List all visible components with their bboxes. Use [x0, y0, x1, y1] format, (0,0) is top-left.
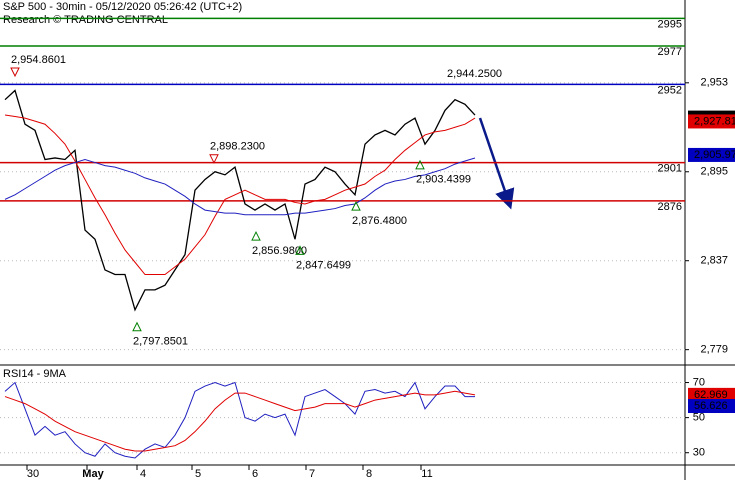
- forecast-arrow: [478, 117, 515, 210]
- y-tick-label: 2,837: [700, 255, 728, 267]
- annotation-label: 2,856.9800: [252, 245, 307, 257]
- annotation-label: 2,876.4800: [352, 215, 407, 227]
- marker-up: [351, 201, 361, 211]
- marker-down: [209, 154, 219, 164]
- price-tag: [688, 114, 735, 129]
- y2-tick-label: 70: [693, 376, 705, 388]
- series-line: [4, 157, 476, 216]
- chart-title: S&P 500 - 30min - 05/12/2020 05:26:42 (U…: [3, 1, 242, 13]
- annotation-label: 2,847.6499: [296, 259, 351, 271]
- x-tick-label: May: [82, 468, 104, 480]
- marker-up: [415, 159, 425, 170]
- level-label: 2977: [658, 46, 682, 58]
- annotation-label: 2,903.4399: [416, 174, 471, 186]
- annotation-label: 2,898.2300: [210, 141, 265, 153]
- price-tag-label: 62.969: [694, 389, 728, 401]
- x-tick-label: 7: [309, 468, 315, 480]
- series-line: [4, 114, 476, 276]
- chart-subtitle: Research © TRADING CENTRAL: [3, 14, 168, 26]
- series-line: [4, 89, 476, 312]
- annotation-label: 2,954.8601: [11, 54, 66, 66]
- x-tick-label: 30: [27, 468, 39, 480]
- level-label: 2901: [658, 162, 682, 174]
- price-tag-label: 2,927.81: [694, 115, 735, 127]
- y-tick-label: 2,895: [700, 166, 728, 178]
- marker-up: [295, 245, 305, 255]
- rsi-title: RSI14 - 9MA: [3, 368, 67, 380]
- x-tick-label: 6: [252, 468, 258, 480]
- y2-tick-label: 30: [693, 447, 705, 459]
- x-tick-label: 8: [366, 468, 372, 480]
- price-tag: [688, 399, 735, 414]
- price-tag-label: 2,905.97: [694, 149, 735, 161]
- price-tag: [688, 147, 735, 162]
- marker-up: [251, 230, 261, 241]
- annotation-label: 2,944.2500: [447, 68, 502, 80]
- y-tick-label: 2,779: [700, 344, 728, 356]
- price-tag: [688, 387, 735, 402]
- series-line: [4, 381, 475, 459]
- marker-up: [132, 321, 142, 332]
- series-line: [4, 390, 476, 452]
- x-tick-label: 5: [195, 468, 201, 480]
- marker-down: [10, 67, 20, 78]
- y-tick-label: 2,953: [700, 77, 728, 89]
- x-tick-label: 4: [140, 468, 146, 480]
- x-tick-label: 11: [421, 468, 432, 480]
- level-label: 2952: [658, 84, 682, 96]
- price-tag-label: 56.626: [694, 400, 728, 412]
- level-label: 2876: [658, 201, 682, 213]
- y2-tick-label: 50: [693, 412, 705, 424]
- annotation-label: 2,797.8501: [133, 336, 188, 348]
- level-label: 2995: [658, 18, 682, 30]
